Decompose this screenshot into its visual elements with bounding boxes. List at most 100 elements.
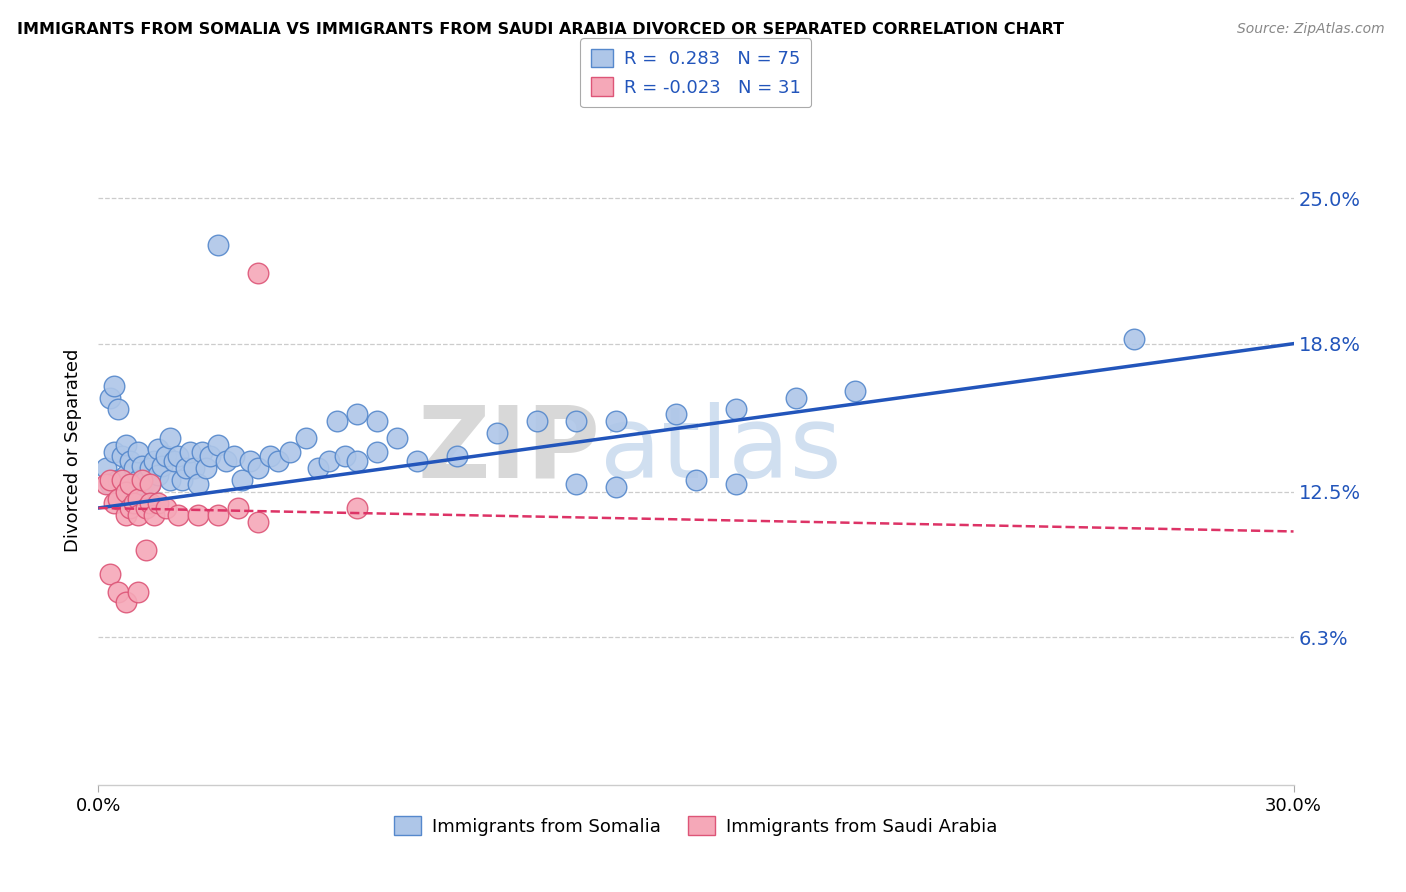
- Point: [111, 450, 134, 464]
- Point: [107, 473, 129, 487]
- Point: [167, 508, 190, 522]
- Point: [139, 477, 162, 491]
- Point: [207, 437, 229, 451]
- Point: [124, 461, 146, 475]
- Point: [98, 473, 122, 487]
- Text: IMMIGRANTS FROM SOMALIA VS IMMIGRANTS FROM SAUDI ARABIA DIVORCED OR SEPARATED CO: IMMIGRANTS FROM SOMALIA VS IMMIGRANTS FR…: [17, 22, 1064, 37]
- Point: [143, 508, 166, 522]
- Point: [724, 477, 747, 491]
- Text: Source: ZipAtlas.com: Source: ZipAtlas.com: [1237, 22, 1385, 37]
- Point: [131, 473, 153, 487]
- Point: [131, 458, 153, 473]
- Point: [179, 444, 201, 458]
- Point: [127, 444, 149, 458]
- Point: [685, 473, 707, 487]
- Point: [159, 431, 181, 445]
- Point: [96, 461, 118, 475]
- Point: [565, 414, 588, 428]
- Point: [346, 500, 368, 515]
- Point: [215, 454, 238, 468]
- Point: [115, 484, 138, 499]
- Point: [246, 461, 269, 475]
- Point: [139, 477, 162, 491]
- Point: [159, 473, 181, 487]
- Point: [148, 442, 170, 457]
- Point: [115, 595, 138, 609]
- Point: [207, 508, 229, 522]
- Point: [131, 484, 153, 499]
- Point: [120, 477, 142, 491]
- Point: [565, 477, 588, 491]
- Point: [366, 414, 388, 428]
- Point: [155, 450, 177, 464]
- Point: [198, 450, 221, 464]
- Point: [246, 515, 269, 529]
- Point: [187, 477, 209, 491]
- Point: [127, 508, 149, 522]
- Point: [135, 543, 157, 558]
- Legend: Immigrants from Somalia, Immigrants from Saudi Arabia: Immigrants from Somalia, Immigrants from…: [387, 809, 1005, 843]
- Point: [135, 500, 157, 515]
- Point: [307, 461, 329, 475]
- Point: [103, 379, 125, 393]
- Point: [135, 473, 157, 487]
- Point: [406, 454, 429, 468]
- Point: [346, 407, 368, 421]
- Point: [120, 477, 142, 491]
- Point: [191, 444, 214, 458]
- Point: [120, 454, 142, 468]
- Point: [366, 444, 388, 458]
- Point: [124, 484, 146, 499]
- Point: [239, 454, 262, 468]
- Point: [246, 266, 269, 280]
- Point: [111, 484, 134, 499]
- Point: [278, 444, 301, 458]
- Point: [446, 450, 468, 464]
- Text: ZIP: ZIP: [418, 402, 600, 499]
- Point: [148, 468, 170, 483]
- Point: [163, 454, 186, 468]
- Point: [167, 450, 190, 464]
- Point: [120, 500, 142, 515]
- Point: [207, 238, 229, 252]
- Point: [605, 480, 627, 494]
- Point: [150, 458, 173, 473]
- Point: [155, 500, 177, 515]
- Point: [335, 450, 357, 464]
- Point: [103, 444, 125, 458]
- Point: [127, 585, 149, 599]
- Point: [195, 461, 218, 475]
- Point: [115, 468, 138, 483]
- Point: [259, 450, 281, 464]
- Point: [103, 496, 125, 510]
- Point: [1123, 332, 1146, 346]
- Point: [222, 450, 245, 464]
- Point: [844, 384, 866, 398]
- Point: [135, 496, 157, 510]
- Point: [183, 461, 205, 475]
- Point: [107, 585, 129, 599]
- Point: [115, 437, 138, 451]
- Point: [127, 473, 149, 487]
- Point: [139, 461, 162, 475]
- Point: [98, 391, 122, 405]
- Point: [231, 473, 253, 487]
- Point: [187, 508, 209, 522]
- Point: [724, 402, 747, 417]
- Point: [148, 496, 170, 510]
- Point: [526, 414, 548, 428]
- Point: [346, 454, 368, 468]
- Point: [326, 414, 349, 428]
- Point: [172, 473, 194, 487]
- Point: [605, 414, 627, 428]
- Point: [107, 491, 129, 506]
- Point: [294, 431, 316, 445]
- Point: [267, 454, 290, 468]
- Y-axis label: Divorced or Separated: Divorced or Separated: [65, 349, 83, 552]
- Point: [485, 425, 508, 440]
- Point: [665, 407, 688, 421]
- Point: [124, 496, 146, 510]
- Point: [143, 454, 166, 468]
- Point: [127, 491, 149, 506]
- Text: atlas: atlas: [600, 402, 842, 499]
